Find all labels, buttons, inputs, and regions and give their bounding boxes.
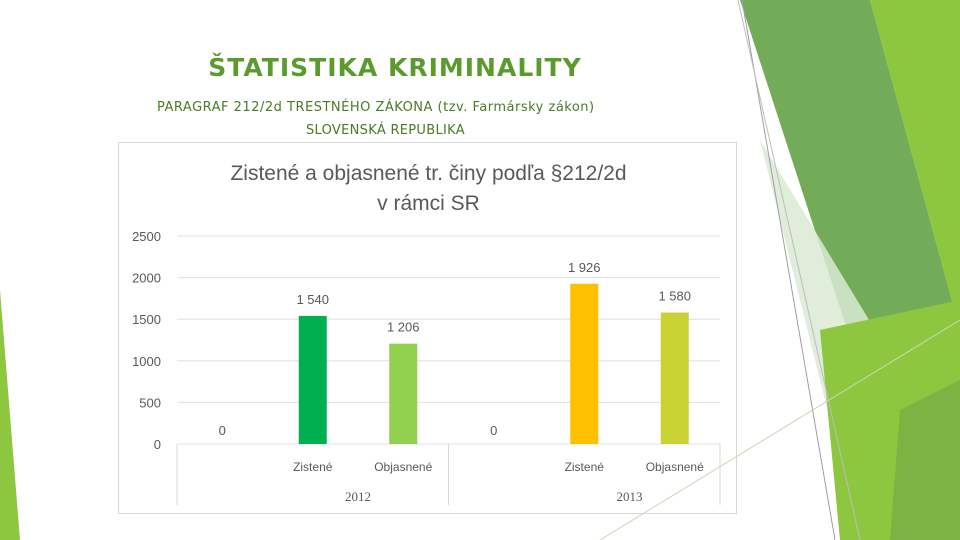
category-tick-label: Objasnené bbox=[646, 460, 704, 474]
data-label-zero: 0 bbox=[219, 423, 226, 438]
bar bbox=[298, 315, 327, 444]
right-pale-green-facet bbox=[760, 140, 960, 540]
slide-title: ŠTATISTIKA KRIMINALITY bbox=[208, 53, 582, 82]
slide-subtitle-law: PARAGRAF 212/2d TRESTNÉHO ZÁKONA (tzv. F… bbox=[157, 100, 595, 115]
chart-title: Zistené a objasnené tr. činy podľa §212/… bbox=[119, 159, 738, 219]
bar bbox=[570, 283, 599, 444]
bar bbox=[389, 343, 418, 444]
y-tick-label: 1000 bbox=[132, 354, 161, 369]
category-tick-label: Objasnené bbox=[374, 460, 432, 474]
right-light-green-panel bbox=[870, 0, 960, 330]
data-label: 1 540 bbox=[296, 292, 329, 307]
group-label: 2012 bbox=[345, 489, 371, 504]
data-label: 1 206 bbox=[387, 320, 420, 335]
chart-title-line-1: Zistené a objasnené tr. činy podľa §212/… bbox=[230, 162, 627, 185]
group-label: 2013 bbox=[617, 489, 643, 504]
y-tick-label: 500 bbox=[139, 395, 161, 410]
chart-frame: Zistené a objasnené tr. činy podľa §212/… bbox=[118, 142, 737, 514]
right-mid-green-facet bbox=[820, 300, 960, 540]
bar bbox=[660, 312, 689, 444]
y-tick-label: 1500 bbox=[132, 312, 161, 327]
bar-chart: 0 500 1000 1500 2000 2500 0 1 540 Zistené 1 206 Ob… bbox=[132, 229, 721, 505]
y-tick-label: 2000 bbox=[132, 271, 161, 286]
y-tick-label: 2500 bbox=[132, 229, 161, 244]
category-tick-label: Zistené bbox=[293, 460, 333, 474]
data-label-zero: 0 bbox=[490, 423, 497, 438]
chart-title-line-2: v rámci SR bbox=[377, 192, 480, 215]
right-bright-green-facet bbox=[890, 380, 960, 540]
y-tick-label: 0 bbox=[154, 437, 161, 452]
data-label: 1 580 bbox=[658, 289, 691, 304]
data-label: 1 926 bbox=[568, 260, 601, 275]
slide-subtitle-country: SLOVENSKÁ REPUBLIKA bbox=[306, 123, 465, 138]
category-tick-label: Zistené bbox=[565, 460, 605, 474]
left-green-wedge bbox=[0, 290, 20, 540]
